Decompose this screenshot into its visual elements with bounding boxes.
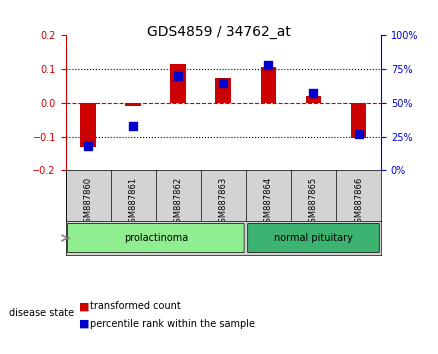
Text: ■: ■ [79, 319, 89, 329]
FancyBboxPatch shape [248, 223, 379, 252]
Bar [215, 78, 231, 103]
Point [85, 143, 92, 149]
Point [355, 131, 362, 137]
Text: GSM887860: GSM887860 [84, 177, 93, 228]
Bar [80, 103, 96, 147]
Text: GSM887863: GSM887863 [219, 177, 228, 228]
Text: normal pituitary: normal pituitary [274, 233, 353, 243]
Point [130, 123, 137, 129]
Point [265, 62, 272, 68]
Text: prolactinoma: prolactinoma [124, 233, 188, 243]
Point [175, 73, 182, 79]
Text: transformed count: transformed count [90, 301, 180, 311]
Text: GSM887865: GSM887865 [309, 177, 318, 228]
Text: GSM887861: GSM887861 [129, 177, 138, 228]
Bar [125, 103, 141, 106]
Text: GSM887864: GSM887864 [264, 177, 273, 228]
Bar [351, 103, 367, 138]
Bar [306, 96, 321, 103]
Point [310, 91, 317, 96]
Text: GSM887866: GSM887866 [354, 177, 363, 228]
Text: disease state: disease state [9, 308, 74, 318]
Bar [170, 64, 186, 103]
Text: GDS4859 / 34762_at: GDS4859 / 34762_at [147, 25, 291, 39]
Point [220, 80, 227, 86]
Text: percentile rank within the sample: percentile rank within the sample [90, 319, 255, 329]
FancyBboxPatch shape [67, 223, 244, 252]
Bar [261, 68, 276, 103]
Text: ■: ■ [79, 301, 89, 311]
Text: GSM887862: GSM887862 [174, 177, 183, 228]
